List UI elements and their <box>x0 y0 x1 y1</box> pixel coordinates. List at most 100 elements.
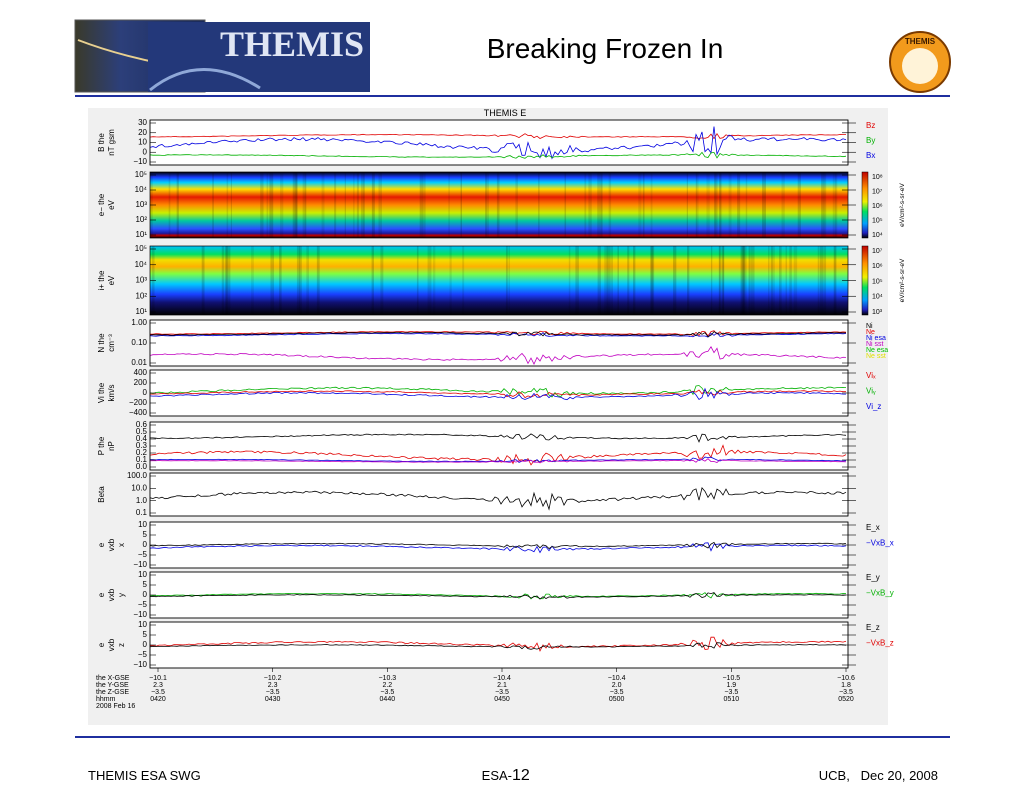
spectrogram-streak <box>362 172 365 238</box>
y-tick-label: 30 <box>138 118 147 127</box>
slide-title: Breaking Frozen In <box>487 33 724 64</box>
spectrogram-streak <box>485 172 487 238</box>
legend-entry: Ni sst <box>866 341 884 348</box>
spectrogram-streak <box>176 172 179 238</box>
legend-entry: Viₓ <box>866 371 876 380</box>
spectrogram-streak <box>485 172 489 238</box>
trace <box>150 433 847 443</box>
spectrogram-streak <box>718 246 722 315</box>
y-tick-label: 10⁵ <box>135 244 147 253</box>
spectrogram-streak <box>416 246 419 315</box>
x-column-value: 1.8 <box>841 682 851 689</box>
legend-entry: −VxB_z <box>866 638 894 647</box>
spectrogram-streak <box>292 172 295 238</box>
panel-border <box>149 472 849 517</box>
footer-center-number: 12 <box>512 767 530 784</box>
x-column-value: −3.5 <box>839 689 853 696</box>
y-tick-label: 1.0 <box>136 496 148 505</box>
spectrogram-streak <box>266 172 269 238</box>
y-tick-label: 200 <box>134 378 148 387</box>
y-tick-label: 0.6 <box>136 420 148 429</box>
trace <box>149 458 847 463</box>
colorbar-label: 10⁶ <box>872 263 883 270</box>
spectrogram-streak <box>279 246 282 315</box>
legend-entry: By <box>866 136 875 145</box>
spectrogram-streak <box>742 246 747 315</box>
trace <box>149 541 847 550</box>
y-tick-label: 10⁵ <box>135 170 147 179</box>
spectrogram-streak <box>768 246 770 315</box>
spectrogram-streak <box>564 172 567 238</box>
panel-label: nT gsm <box>107 129 116 156</box>
y-tick-label: 5 <box>143 530 148 539</box>
spectrogram-streak <box>638 172 642 238</box>
legend-entry: Ne esa <box>866 347 888 354</box>
x-column-value: −10.3 <box>378 675 396 682</box>
legend-entry: −VxB_x <box>866 538 894 547</box>
x-row-label: the X-GSE <box>96 675 130 682</box>
x-column-value: 2.3 <box>268 682 278 689</box>
y-tick-label: 0.01 <box>131 358 147 367</box>
spectrogram-streak <box>356 172 359 238</box>
spectrogram-streak <box>728 172 732 238</box>
trace <box>149 592 847 600</box>
spectrogram-streak <box>295 172 298 238</box>
y-tick-label: −10 <box>133 610 147 619</box>
colorbar-label: 10⁷ <box>872 188 883 195</box>
panel-label: e <box>97 642 106 647</box>
panel-label: Beta <box>97 486 106 503</box>
x-row-label: the Z-GSE <box>96 689 129 696</box>
spectrogram-streak <box>508 246 510 315</box>
y-tick-label: 10² <box>135 291 147 300</box>
spectrogram-streak <box>296 246 301 315</box>
y-tick-label: 0 <box>143 640 148 649</box>
x-row-label: 2008 Feb 16 <box>96 703 135 710</box>
trace <box>149 346 847 366</box>
spectrogram-streak <box>778 246 782 315</box>
spectrogram-streak <box>762 172 766 238</box>
y-tick-label: 400 <box>134 368 148 377</box>
trace <box>149 487 847 511</box>
legend-entry: Viᵧ <box>866 386 876 395</box>
logo-band <box>148 22 370 92</box>
spectrogram-streak <box>750 246 755 315</box>
legend-entry: E_x <box>866 523 880 532</box>
colorbar-label: 10⁶ <box>872 203 883 210</box>
y-tick-label: 10¹ <box>135 230 147 239</box>
y-tick-label: 10.0 <box>131 483 147 492</box>
spectrogram-streak <box>604 246 608 315</box>
spectrogram-streak <box>770 246 774 315</box>
x-column-value: 2.1 <box>497 682 507 689</box>
spectrogram-streak <box>650 246 655 315</box>
panel-label: vxb <box>107 638 116 651</box>
x-column-value: −10.6 <box>837 675 855 682</box>
colorbar-label: 10⁷ <box>872 248 883 255</box>
spectrogram-streak <box>832 172 837 238</box>
y-tick-label: −10 <box>133 157 147 166</box>
spectrogram-streak <box>710 246 713 315</box>
y-tick-label: 0.5 <box>136 427 148 436</box>
spectrogram-streak <box>789 246 792 315</box>
x-column-value: 0510 <box>724 696 740 703</box>
spectrogram-streak <box>360 172 363 238</box>
spectrogram-streak <box>793 246 798 315</box>
spectrogram-streak <box>225 246 228 315</box>
trace <box>150 389 846 399</box>
y-tick-label: −400 <box>129 408 148 417</box>
spectrogram-streak <box>617 246 619 315</box>
spectrogram-streak <box>748 246 751 315</box>
spectrogram-streak <box>448 172 450 238</box>
spectrogram-streak <box>270 246 275 315</box>
y-tick-label: −5 <box>138 650 148 659</box>
y-tick-label: −5 <box>138 550 148 559</box>
trace <box>149 542 847 554</box>
spectrogram-streak <box>168 172 171 238</box>
x-column-value: −3.5 <box>266 689 280 696</box>
legend-entry: E_y <box>866 573 880 582</box>
panel-label: Vi the <box>97 382 106 403</box>
spectrogram-streak <box>642 172 645 238</box>
y-tick-label: 0.0 <box>136 462 148 471</box>
x-column-value: 0420 <box>150 696 166 703</box>
spectrogram-streak <box>719 172 723 238</box>
